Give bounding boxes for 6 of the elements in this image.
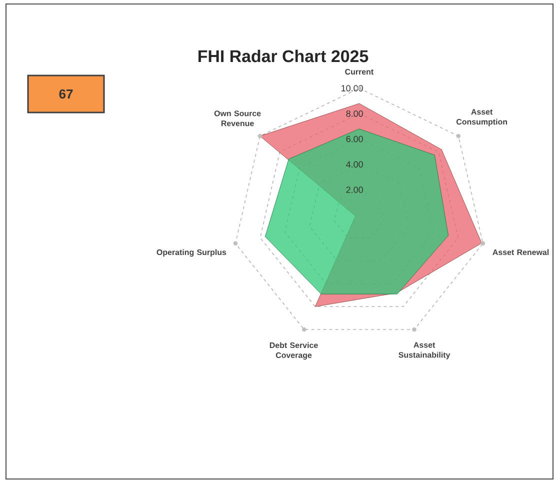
text: 67 <box>59 89 73 99</box>
y-tick-label: 8.00 <box>346 110 363 117</box>
chart-title: FHI Radar Chart 2025 <box>198 50 368 62</box>
y-tick-label: 6.00 <box>346 136 363 142</box>
y-tick-label: 2.00 <box>346 186 363 193</box>
y-tick-label: 4.00 <box>346 161 363 168</box>
